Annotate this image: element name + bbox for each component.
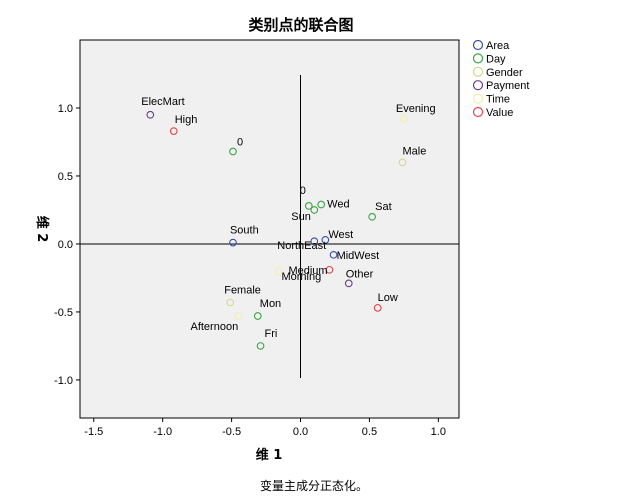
legend-label: Area — [486, 40, 510, 52]
point-day — [317, 200, 326, 209]
point-label: Sat — [375, 201, 392, 213]
point-area — [321, 236, 330, 244]
point-gender — [226, 298, 235, 307]
point-area — [229, 238, 237, 247]
point-label: Sun — [291, 211, 311, 223]
y-tick-label: -0.5 — [54, 307, 73, 319]
point-label: High — [175, 114, 198, 126]
footnote: 变量主成分正态化。 — [260, 478, 368, 493]
point-day — [310, 206, 319, 214]
data-points: South West MidWest NorthEast 0 0 Sun Wed Sat Mon F… — [141, 96, 436, 350]
legend-marker — [472, 106, 484, 118]
point-label: Morning — [281, 271, 321, 283]
legend-marker — [472, 39, 484, 51]
x-tick-label: 1.0 — [431, 426, 446, 438]
plot-area — [79, 39, 460, 419]
point-label: Evening — [396, 103, 436, 115]
point-time — [274, 267, 283, 276]
point-label: West — [328, 229, 353, 241]
y-tick-label: 1.0 — [58, 103, 73, 115]
point-day — [253, 312, 262, 320]
point-label: Low — [378, 292, 398, 304]
y-axis: -1.0 -0.5 0.0 0.5 1.0 — [54, 103, 80, 387]
x-axis-label: 维 1 — [256, 447, 283, 463]
x-tick-label: -1.0 — [153, 426, 172, 438]
y-axis-label: 维 2 — [34, 216, 50, 243]
legend-label: Value — [486, 107, 513, 119]
legend-label: Gender — [486, 67, 523, 79]
legend-marker — [472, 66, 484, 77]
point-payment — [146, 110, 155, 119]
legend-label: Time — [486, 94, 510, 106]
y-tick-label: 0.5 — [58, 171, 73, 183]
x-axis: -1.5 -1.0 -0.5 0.0 0.5 1.0 — [84, 418, 446, 438]
point-label: South — [230, 225, 259, 237]
point-label: Female — [224, 284, 261, 296]
x-tick-label: -1.5 — [84, 426, 103, 438]
reference-lines — [80, 75, 459, 378]
point-day — [304, 202, 313, 210]
x-tick-label: 0.0 — [293, 426, 308, 438]
point-label: Fri — [265, 328, 278, 340]
legend-marker — [472, 53, 484, 64]
point-label: Medium — [288, 265, 327, 277]
x-tick-label: -0.5 — [222, 426, 241, 438]
x-tick-label: 0.5 — [362, 426, 377, 438]
y-tick-label: -1.0 — [54, 375, 73, 387]
point-label: 0 — [300, 185, 306, 197]
legend-marker — [472, 80, 484, 91]
point-payment — [344, 279, 353, 288]
point-value — [169, 127, 178, 135]
point-label: NorthEast — [277, 240, 326, 252]
point-area — [329, 250, 338, 259]
y-tick-label: 0.0 — [58, 239, 73, 251]
point-label: MidWest — [337, 250, 380, 262]
point-label: 0 — [237, 136, 243, 148]
legend-label: Day — [486, 53, 506, 65]
chart-title: 类别点的联合图 — [248, 16, 353, 34]
legend-marker — [472, 93, 484, 104]
legend-label: Payment — [486, 80, 529, 92]
point-label: Other — [346, 268, 374, 280]
point-value — [325, 265, 334, 274]
point-value — [373, 304, 382, 312]
point-label: Afternoon — [190, 321, 238, 333]
point-label: Mon — [260, 298, 281, 310]
point-area — [310, 237, 319, 246]
point-day — [229, 147, 237, 156]
point-label: Male — [402, 145, 426, 157]
point-label: Wed — [327, 199, 349, 211]
point-time — [400, 115, 408, 123]
point-day — [256, 342, 265, 350]
point-time — [234, 312, 243, 320]
point-day — [368, 212, 377, 221]
point-label: ElecMart — [141, 96, 184, 108]
point-gender — [398, 158, 407, 167]
